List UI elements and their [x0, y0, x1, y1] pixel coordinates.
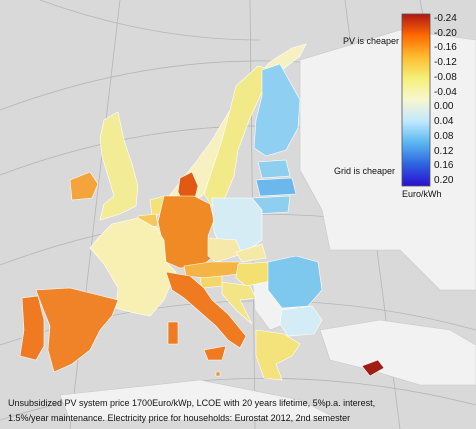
colorbar-ticks: -0.24 -0.20 -0.16 -0.12 -0.08 -0.04 0.00 0.04 0.… [434, 14, 476, 186]
colorbar-tick-label: 0.16 [434, 160, 454, 172]
caption-line-2: 1.5%/year maintenance. Electricity price… [8, 413, 351, 423]
colorbar-tick-label: -0.16 [434, 42, 457, 54]
region-malta [215, 371, 221, 377]
colorbar-tick-label: -0.12 [434, 57, 457, 69]
colorbar-tick-label: -0.08 [434, 71, 457, 83]
colorbar-tick-label: 0.08 [434, 130, 454, 142]
region-bulgaria [279, 305, 323, 337]
annotation-grid-cheaper: Grid is cheaper [334, 166, 396, 176]
colorbar [401, 13, 431, 187]
region-croatia [221, 281, 257, 325]
region-germany [157, 195, 215, 269]
colorbar-tick-label: -0.24 [434, 13, 457, 24]
region-ireland [69, 171, 99, 201]
region-united-kingdom [99, 111, 139, 221]
country-regions [19, 43, 385, 381]
colorbar-tick-label: -0.20 [434, 27, 457, 39]
region-greece [255, 329, 301, 381]
colorbar-unit-label: Euro/kWh [402, 189, 442, 199]
region-latvia [255, 177, 297, 197]
region-france [89, 217, 177, 317]
region-romania [267, 255, 323, 309]
non-eu-land [59, 29, 476, 421]
region-poland [211, 197, 263, 253]
region-italy-sardinia [167, 321, 179, 345]
region-slovakia [235, 243, 267, 263]
colorbar-tick-label: 0.20 [434, 175, 454, 186]
region-finland [253, 63, 301, 157]
colorbar-tick-label: -0.04 [434, 86, 457, 98]
colorbar-tick-label: 0.00 [434, 101, 454, 113]
region-estonia [257, 159, 291, 179]
region-italy [165, 271, 247, 349]
colorbar-tick-label: 0.04 [434, 116, 454, 128]
annotation-pv-cheaper: PV is cheaper [343, 36, 400, 46]
region-portugal [19, 295, 45, 361]
colorbar-tick-label: 0.12 [434, 145, 454, 157]
region-hungary [235, 261, 277, 287]
region-czechia [207, 237, 243, 263]
region-slovenia [199, 275, 223, 289]
region-spain [35, 287, 119, 373]
region-cyprus [361, 359, 385, 377]
map-caption: Unsubsidized PV system price 1700Euro/kW… [8, 396, 470, 426]
caption-line-1: Unsubsidized PV system price 1700Euro/kW… [8, 398, 376, 408]
region-italy-sicily [203, 345, 227, 361]
